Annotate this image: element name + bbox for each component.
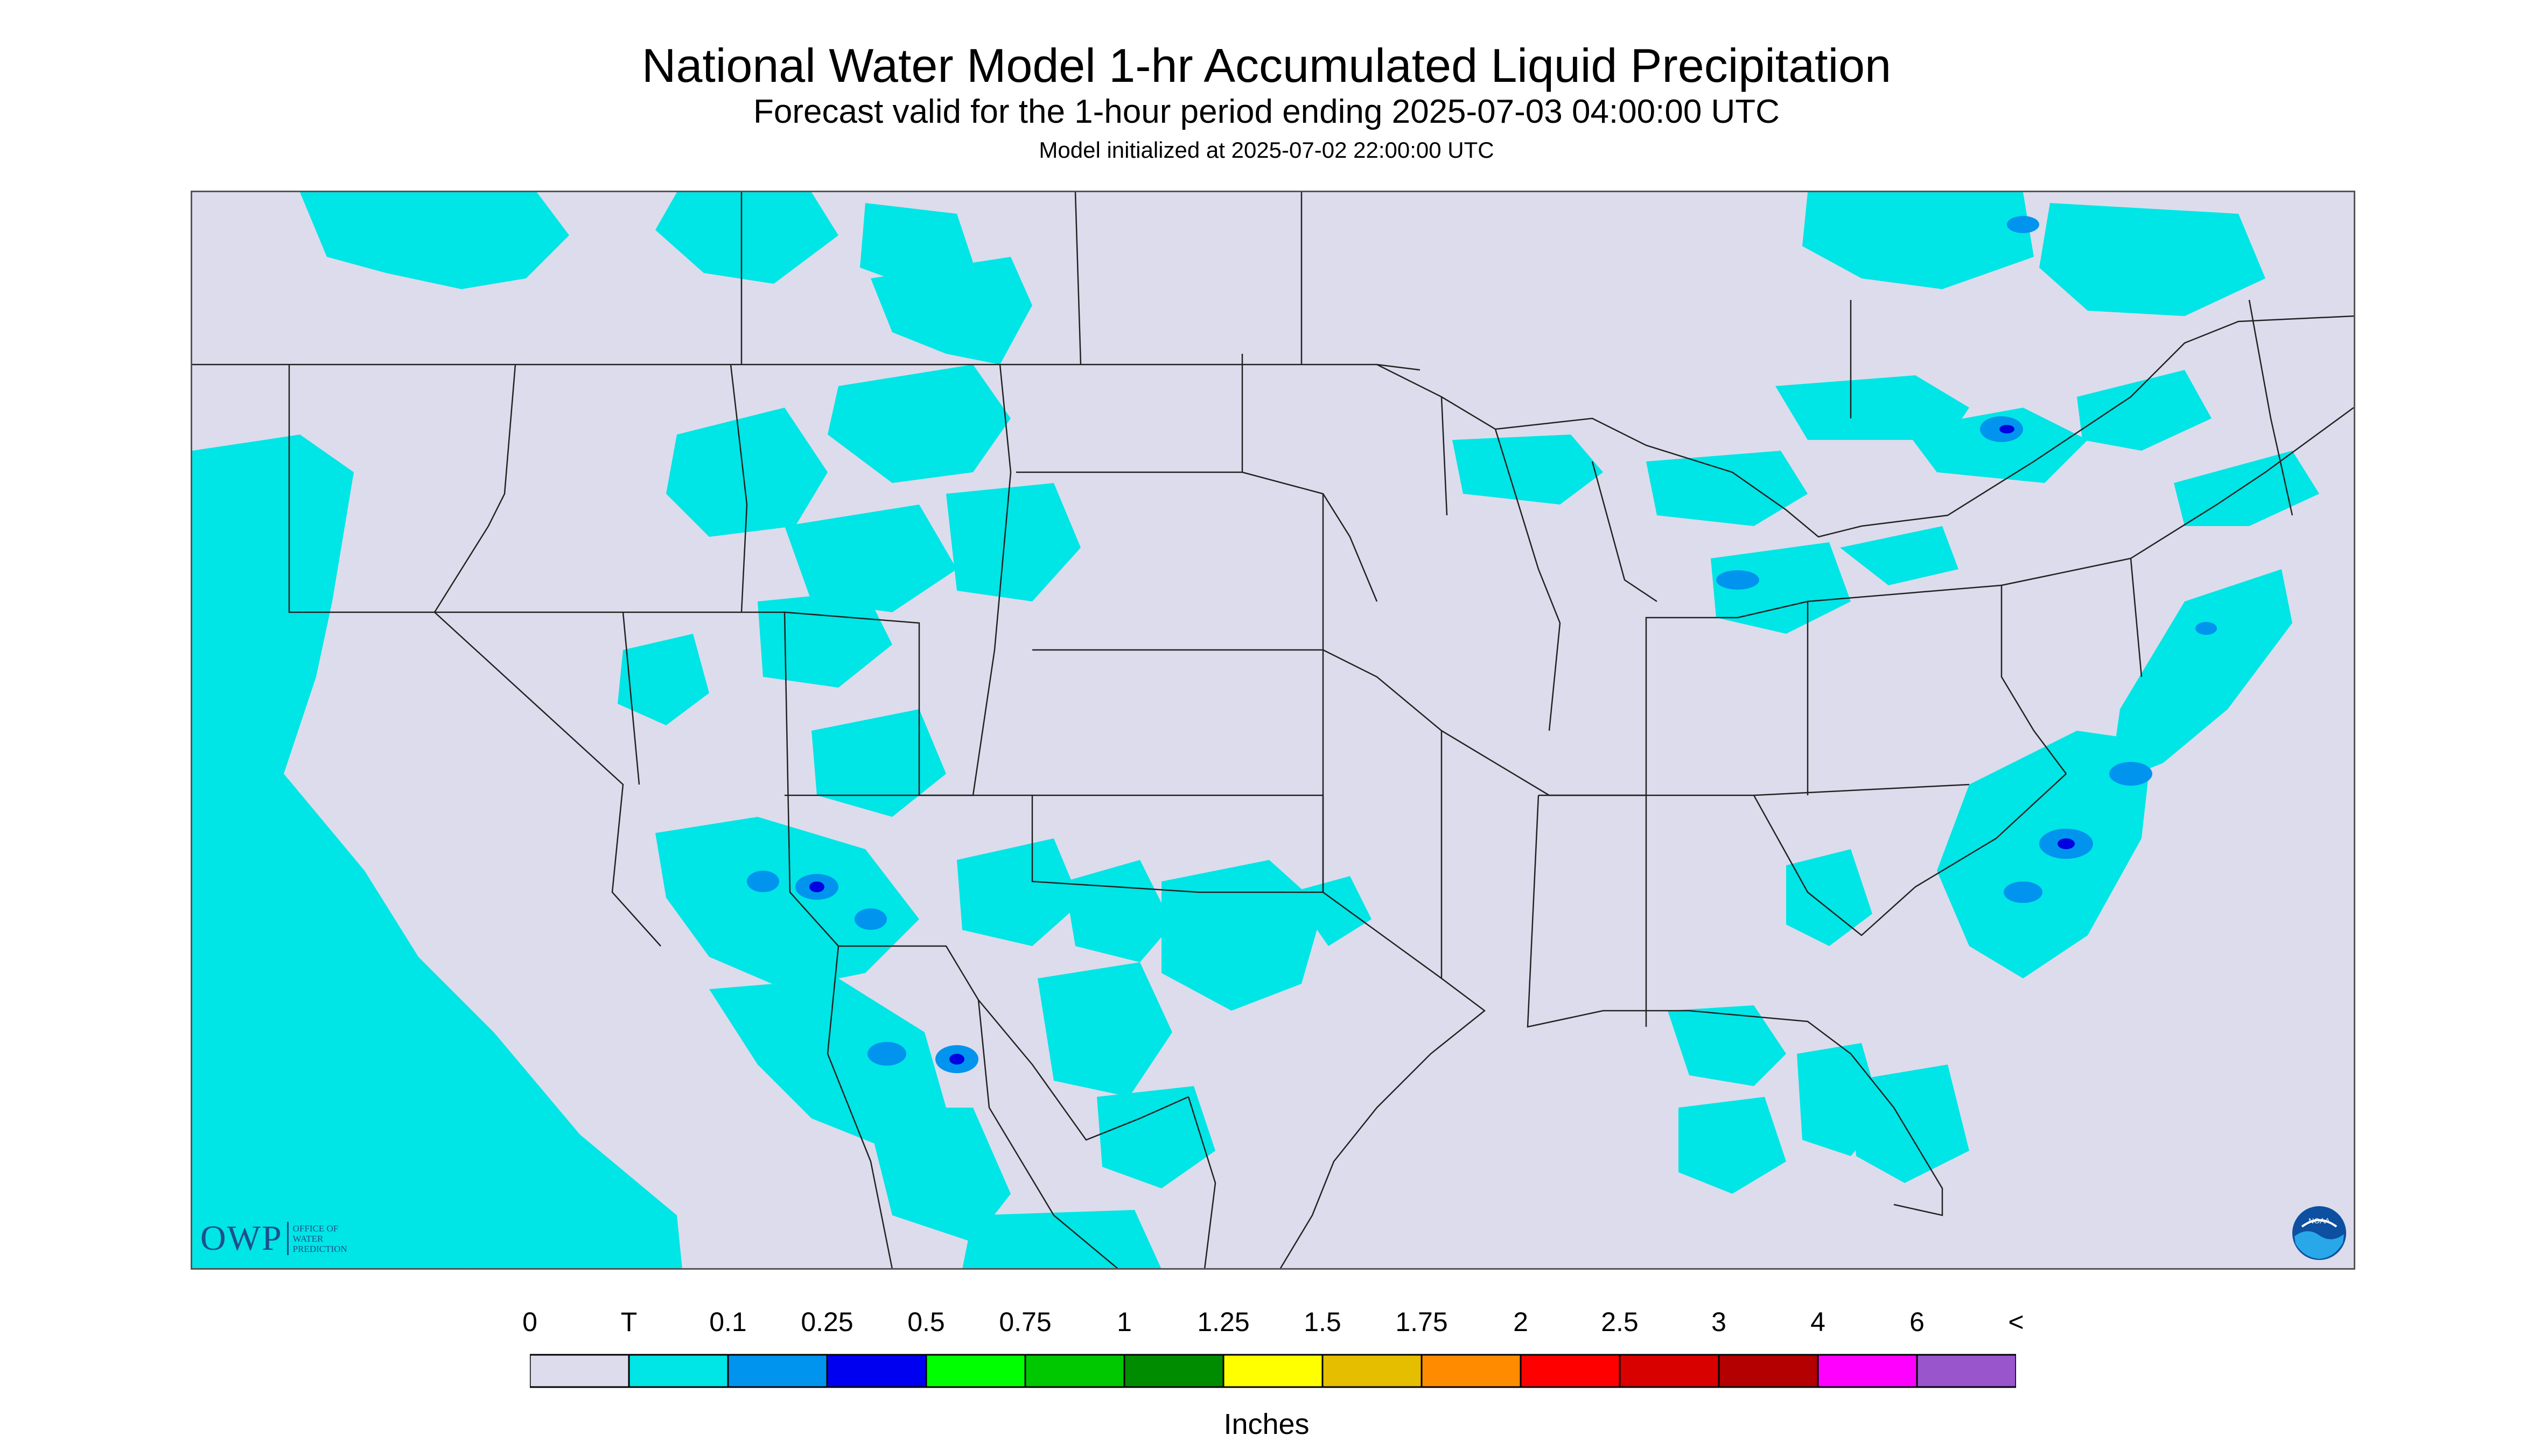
- legend-units: Inches: [1223, 1408, 1310, 1440]
- legend-label: 0.25: [801, 1307, 853, 1337]
- legend-swatch: [925, 1354, 1026, 1388]
- legend-swatch: [1421, 1354, 1522, 1388]
- legend-label: 1.75: [1395, 1307, 1448, 1337]
- rain-southwest: [655, 817, 919, 989]
- legend-swatch: [1222, 1354, 1324, 1388]
- noaa-logo: NOAA: [2292, 1206, 2346, 1260]
- model-init-line: Model initialized at 2025-07-02 22:00:00…: [1039, 137, 1494, 163]
- legend-label: 1.25: [1197, 1307, 1250, 1337]
- owp-logo-text: OFFICE OF WATER PREDICTION: [292, 1223, 347, 1254]
- color-legend: [530, 1354, 2016, 1388]
- legend-swatch: [1123, 1354, 1224, 1388]
- legend-swatch: [727, 1354, 828, 1388]
- legend-label: 2.5: [1601, 1307, 1639, 1337]
- owp-logo-divider: [286, 1222, 289, 1255]
- pacific-rain: [192, 435, 682, 1268]
- legend-label: 0.75: [999, 1307, 1052, 1337]
- legend-swatch: [1817, 1354, 1918, 1388]
- legend-label: 6: [1909, 1307, 1925, 1337]
- noaa-logo-text: NOAA: [2308, 1216, 2330, 1225]
- legend-label: 1.5: [1304, 1307, 1341, 1337]
- legend-label: 0.5: [907, 1307, 945, 1337]
- boundaries: [192, 192, 2354, 1268]
- precipitation-map[interactable]: [191, 191, 2355, 1270]
- rain-atlantic: [2109, 569, 2292, 785]
- owp-logo: OWP OFFICE OF WATER PREDICTION: [200, 1218, 347, 1259]
- legend-swatch: [1718, 1354, 1819, 1388]
- domain-edge-right: [2007, 461, 2354, 1268]
- owp-logo-mark: OWP: [200, 1219, 283, 1258]
- legend-label: 0: [522, 1307, 537, 1337]
- rain-north-canada: [300, 192, 569, 289]
- legend-swatch: [530, 1354, 630, 1388]
- forecast-valid-line: Forecast valid for the 1-hour period end…: [753, 93, 1780, 130]
- legend-swatch: [1916, 1354, 2016, 1388]
- legend-swatch: [1321, 1354, 1423, 1388]
- legend-swatch: [1619, 1354, 1720, 1388]
- legend-label: 4: [1810, 1307, 1825, 1337]
- rain-great-lakes: [1452, 435, 1603, 505]
- pacific-coast: [397, 978, 580, 1172]
- rain-texas: [1065, 860, 1172, 962]
- legend-label: 1: [1117, 1307, 1132, 1337]
- legend-label: 0.1: [709, 1307, 747, 1337]
- legend-label: 2: [1513, 1307, 1528, 1337]
- map-canvas: [192, 192, 2354, 1268]
- map-title: National Water Model 1-hr Accumulated Li…: [641, 39, 1892, 92]
- legend-label: <: [2008, 1307, 2024, 1337]
- legend-label: T: [620, 1307, 638, 1337]
- legend-swatch: [1024, 1354, 1125, 1388]
- legend-label: 3: [1711, 1307, 1726, 1337]
- legend-swatch: [826, 1354, 927, 1388]
- legend-swatch: [628, 1354, 729, 1388]
- legend-swatch: [1520, 1354, 1621, 1388]
